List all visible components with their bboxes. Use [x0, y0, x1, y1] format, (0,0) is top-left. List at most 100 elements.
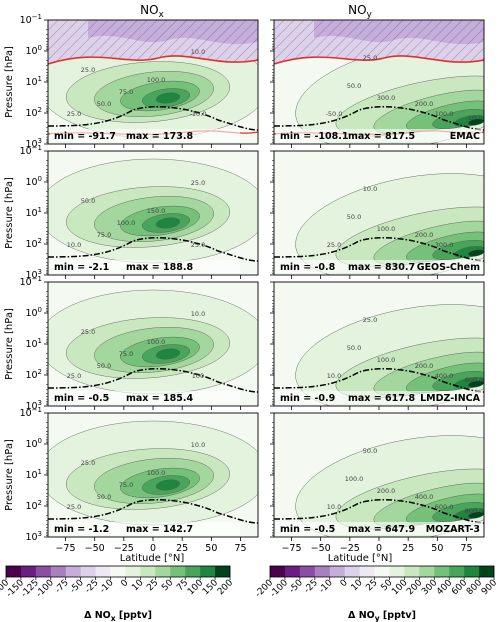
contour-label: 200.0 [415, 231, 434, 239]
colorbar-label: Δ NOy [pptv] [348, 610, 416, 622]
colorbar-segment [464, 566, 480, 577]
tropopause-line [48, 498, 258, 524]
contour-label: 25.0 [67, 110, 81, 118]
colorbar-tick-label: -75 [53, 578, 70, 595]
colorbar-tick-label: 25 [145, 578, 160, 593]
y-tick-label: 102 [25, 499, 42, 512]
y-tick-label: 101 [25, 206, 42, 219]
contour-label: 10.0 [191, 441, 205, 449]
colorbar-segment [185, 566, 201, 577]
colorbar-segment [359, 566, 375, 577]
y-tick-label: 102 [25, 368, 42, 381]
x-tick-label: −75 [55, 543, 75, 554]
colorbar-segment [6, 566, 22, 577]
y-tick-label: 101 [25, 337, 42, 350]
x-tick-label: 50 [431, 543, 443, 554]
stat-max: max = 142.7 [126, 524, 193, 535]
colorbar-tick-label: -25 [83, 578, 100, 595]
colorbar-frame [269, 565, 495, 578]
colorbar-tick-label: -50 [68, 578, 86, 596]
colorbar-tick-label: 10 [350, 578, 365, 593]
model-label: GEOS-Chem [417, 262, 480, 273]
colorbar-segment [434, 566, 450, 577]
contour-label: 150.0 [147, 207, 166, 215]
colorbar-segment [80, 566, 96, 577]
x-tick-label: 25 [402, 543, 414, 554]
colorbar-segment [344, 566, 360, 577]
contour-label: 50.0 [81, 197, 95, 205]
tropopause-line [48, 236, 258, 262]
contour-fill-level-6 [155, 348, 181, 360]
contour-label: 100.0 [377, 225, 396, 233]
contour-label: 25.0 [191, 179, 205, 187]
panel-emac-nox: 100.0 75.0 50.0 25.0 10.0 25.0 -10.0 10−1 100 101… [4, 13, 259, 150]
contour-label: 25.0 [363, 54, 377, 62]
panel-grid: 100.0 75.0 50.0 25.0 10.0 25.0 -10.0 10−1 100 101… [4, 13, 485, 554]
colorbar-segment [50, 566, 67, 577]
colorbar-tick-label: -50 [288, 578, 306, 596]
contour-label: 50.0 [97, 100, 111, 108]
contour-label: 10.0 [191, 48, 205, 56]
y-tick-label: 100 [25, 306, 42, 319]
colorbar-segment [329, 566, 345, 577]
y-tick-label: 103 [25, 530, 42, 543]
colorbar-segment [374, 566, 390, 577]
stats-backdrop [50, 522, 240, 535]
contour-label: 300.0 [435, 241, 454, 249]
colorbar-segment [65, 566, 81, 577]
x-tick-label: −25 [340, 543, 360, 554]
model-label: MOZART-3 [426, 524, 480, 535]
x-tick-label: 0 [376, 543, 382, 554]
contour-label: 300.0 [377, 94, 396, 102]
contour-label: 50.0 [97, 362, 111, 370]
x-tick-label: 25 [176, 543, 188, 554]
stat-max: max = 188.8 [126, 262, 193, 273]
stat-min: min = -0.8 [280, 262, 336, 273]
zero-contour [48, 55, 258, 65]
stats-backdrop [50, 129, 240, 142]
x-axis-label-right: Latitude [°N] [328, 553, 393, 564]
contour-label: 100.0 [345, 475, 364, 483]
stats-backdrop [276, 522, 482, 535]
y-tick-label: 103 [25, 268, 42, 281]
tropopause-line [48, 367, 258, 393]
stat-min: min = -91.7 [54, 131, 116, 142]
y-tick-label: 102 [25, 237, 42, 250]
contour-label: 100.0 [117, 219, 136, 227]
colorbar-frame [5, 565, 231, 578]
x-tick-label: 75 [234, 543, 246, 554]
stat-max: max = 173.8 [126, 131, 193, 142]
x-tick-label: −50 [311, 543, 331, 554]
y-tick-label: 102 [25, 106, 42, 119]
contour-label: 75.0 [119, 88, 133, 96]
y-axis-label: Pressure [hPa] [4, 439, 15, 511]
contour-label: 100.0 [147, 469, 166, 477]
tropopause-line [274, 105, 484, 131]
colorbar-segment [125, 566, 141, 577]
colorbar-tick-label: -10 [317, 578, 335, 596]
colorbar-tick-label: 900 [480, 578, 499, 597]
contour-label: 75.0 [119, 350, 133, 358]
contour-label: 50.0 [347, 213, 361, 221]
colorbar-segment [299, 566, 316, 577]
contour-label: 25.0 [191, 241, 205, 249]
contour-label: 10.0 [67, 241, 81, 249]
contour-label: -10.0 [466, 114, 483, 122]
tropopause-line [274, 498, 484, 524]
colorbar-segment [170, 566, 186, 577]
colorbar-tick-label: 10 [130, 578, 145, 593]
model-label: LMDZ-INCA [420, 393, 481, 404]
panel-mozart-3-nox: 100.0 75.0 50.0 25.0 10.0 25.0 10−1 100 101 102 10… [4, 406, 259, 554]
colorbar-tick-label: -10 [98, 578, 116, 596]
contour-label: 10.0 [191, 310, 205, 318]
contour-fill-level-6 [155, 479, 181, 491]
colorbar-label: Δ NOx [pptv] [84, 610, 152, 622]
stats-backdrop [276, 129, 482, 142]
stat-min: min = -2.1 [54, 262, 109, 273]
contour-label: 25.0 [67, 503, 81, 511]
y-tick-label: 103 [25, 399, 42, 412]
contour-label: 400.0 [415, 493, 434, 501]
contour-label: 600.0 [435, 503, 454, 511]
